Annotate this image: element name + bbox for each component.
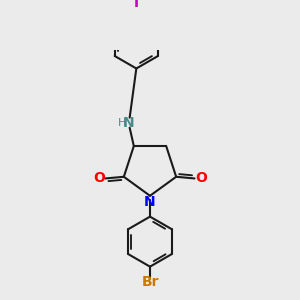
Text: H: H <box>118 118 126 128</box>
Text: Br: Br <box>141 275 159 289</box>
Text: O: O <box>195 171 207 185</box>
Text: O: O <box>93 171 105 185</box>
Text: N: N <box>144 196 156 209</box>
Text: N: N <box>123 116 135 130</box>
Text: I: I <box>134 0 139 11</box>
